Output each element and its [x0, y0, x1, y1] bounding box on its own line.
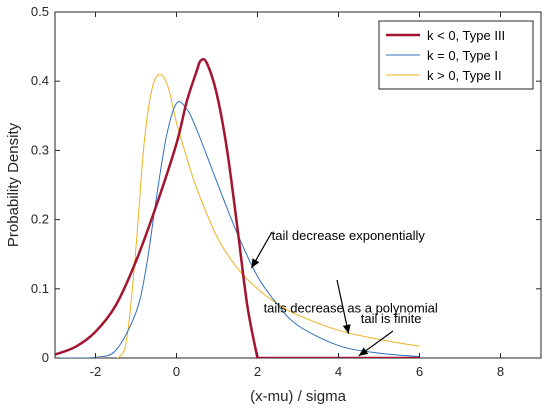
legend-label-type-ii: k > 0, Type II — [427, 68, 502, 83]
y-axis-title: Probability Density — [5, 122, 22, 247]
x-axis-title: (x-mu) / sigma — [250, 388, 346, 405]
legend-label-type-iii: k < 0, Type III — [427, 28, 505, 43]
legend: k < 0, Type III k = 0, Type I k > 0, Typ… — [378, 20, 534, 90]
x-tick-label: 4 — [335, 364, 342, 379]
annotation-polynomial-text: tails decrease as a polynomial — [264, 300, 438, 315]
legend-label-type-i: k = 0, Type I — [427, 48, 498, 63]
x-tick-label: 0 — [173, 364, 180, 379]
annotation-finite-text: tail is finite — [361, 311, 422, 326]
y-tick-label: 0.4 — [31, 73, 49, 88]
y-tick-label: 0.5 — [31, 4, 49, 19]
series-line-type-i — [55, 101, 420, 358]
annotation-exponential-arrow — [250, 231, 273, 269]
y-tick-label: 0.2 — [31, 212, 49, 227]
series-line-type-ii — [55, 73, 420, 358]
series-layer — [55, 57, 420, 358]
annotation-polynomial-arrow — [336, 279, 351, 334]
annotation-exponential-text: tail decrease exponentially — [272, 228, 426, 243]
y-tick-label: 0 — [42, 350, 49, 365]
ticks-layer: -2 0 2 4 6 8 0 0.1 0.2 0.3 0.4 0.5 — [31, 4, 541, 379]
y-tick-label: 0.3 — [31, 142, 49, 157]
x-tick-label: -2 — [90, 364, 102, 379]
annotations-layer: tail decrease exponentially tails decreas… — [250, 228, 438, 357]
x-tick-label: 6 — [416, 364, 423, 379]
x-tick-label: 2 — [254, 364, 261, 379]
series-line-type-iii — [55, 57, 420, 358]
annotation-finite-arrow — [358, 330, 394, 357]
y-tick-label: 0.1 — [31, 281, 49, 296]
x-tick-label: 8 — [497, 364, 504, 379]
